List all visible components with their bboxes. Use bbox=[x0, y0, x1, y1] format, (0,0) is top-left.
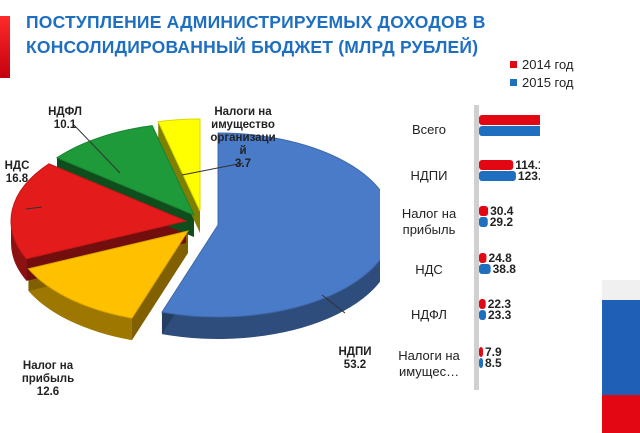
flag-decoration-red bbox=[602, 395, 640, 433]
title-accent-gradient bbox=[0, 16, 10, 78]
legend-label-2014: 2014 год bbox=[522, 57, 574, 72]
flag-decoration-blue bbox=[602, 300, 640, 395]
pie-label-imushchestvo: Налоги на имущество организаци й 3.7 bbox=[208, 106, 278, 171]
pie-label-line: прибыль bbox=[21, 373, 75, 385]
pie-slice-ndfl bbox=[55, 125, 196, 216]
bar-value-label: 8.5 bbox=[485, 356, 502, 370]
pie-label-line: 3.7 bbox=[235, 158, 251, 170]
pie-label-line: 53.2 bbox=[343, 359, 367, 371]
pie-label-line: организаци bbox=[210, 132, 276, 144]
bar-category-line: Налог на bbox=[401, 206, 457, 221]
pie-slice-ndpi bbox=[161, 132, 380, 318]
bar-value-label: 114.1 bbox=[515, 158, 540, 172]
bar-2014-1 bbox=[479, 160, 514, 170]
bar-category-label: НДС bbox=[384, 262, 474, 278]
bar-category-label: Налоги на имущес… bbox=[384, 348, 474, 380]
chart-title-line-1: ПОСТУПЛЕНИЕ АДМИНИСТРИРУЕМЫХ ДОХОДОВ В bbox=[26, 12, 486, 32]
pie-label-line: Налог на bbox=[22, 360, 74, 372]
chart-title-line-2: КОНСОЛИДИРОВАННЫЙ БЮДЖЕТ (МЛРД РУБЛЕЙ) bbox=[26, 37, 479, 57]
pie-label-pribyl: Налог на прибыль 12.6 bbox=[18, 360, 78, 399]
bar-value-label: 7.9 bbox=[485, 345, 502, 359]
pie-label-line: 12.6 bbox=[36, 386, 60, 398]
pie-label-line: Налоги на bbox=[214, 106, 272, 118]
pie-label-ndfl: НДФЛ 10.1 bbox=[42, 106, 88, 132]
pie-label-line: НДС bbox=[4, 160, 30, 172]
legend-swatch-2014 bbox=[510, 61, 517, 68]
bar-category-label: Налог на прибыль bbox=[384, 206, 474, 238]
pie-leader-line bbox=[181, 162, 244, 176]
bar-2015-2 bbox=[479, 217, 488, 227]
pie-wall-nalog-pribyl bbox=[28, 268, 132, 341]
bar-value-label: 22.3 bbox=[488, 297, 512, 311]
legend-item-2014: 2014 год bbox=[510, 57, 574, 72]
bar-category-label: НДФЛ bbox=[384, 307, 474, 323]
bar-value-label: 38.8 bbox=[493, 262, 517, 276]
bar-value-label: 30.4 bbox=[490, 204, 514, 218]
pie-slice-imushchestvo bbox=[157, 118, 201, 212]
legend-item-2015: 2015 год bbox=[510, 75, 574, 90]
pie-wall-nds bbox=[11, 221, 27, 281]
pie-label-ndpi: НДПИ 53.2 bbox=[330, 346, 380, 372]
bar-value-label: 24.8 bbox=[488, 251, 512, 265]
pie-label-line: НДПИ bbox=[338, 346, 372, 358]
bar-category-line: прибыль bbox=[402, 222, 456, 237]
bar-chart: 209.4114.130.424.822.37.9231.4123.129.23… bbox=[474, 105, 540, 390]
flag-decoration-white bbox=[602, 280, 640, 300]
bar-value-label: 29.2 bbox=[490, 215, 514, 229]
pie-label-line: 16.8 bbox=[5, 173, 29, 185]
pie-leader-line bbox=[321, 294, 346, 314]
bar-2015-3 bbox=[479, 264, 491, 274]
bar-2014-0 bbox=[479, 115, 540, 125]
bar-category-line: Налоги на bbox=[398, 348, 460, 363]
bar-axis bbox=[474, 105, 479, 390]
bar-category-label: НДПИ bbox=[384, 168, 474, 184]
pie-cut-nalog-pribyl-0 bbox=[131, 231, 188, 341]
bar-2014-3 bbox=[479, 253, 487, 263]
pie-label-line: НДФЛ bbox=[48, 106, 82, 118]
pie-leader-line bbox=[73, 124, 121, 174]
bar-category-line: НДПИ bbox=[410, 168, 448, 183]
pie-slice-nds bbox=[10, 163, 188, 260]
bar-value-label: 23.3 bbox=[488, 308, 512, 322]
legend-label-2015: 2015 год bbox=[522, 75, 574, 90]
bar-category-line: Всего bbox=[411, 122, 447, 137]
bar-category-line: НДС bbox=[415, 262, 443, 277]
bar-2015-5 bbox=[479, 358, 483, 368]
pie-label-line: 10.1 bbox=[53, 119, 77, 131]
bar-2014-4 bbox=[479, 299, 486, 309]
bar-2015-0 bbox=[479, 126, 540, 136]
pie-wall-ndpi bbox=[161, 259, 380, 339]
bar-value-label: 123.1 bbox=[518, 169, 540, 183]
legend-swatch-2015 bbox=[510, 79, 517, 86]
bar-category-label: Всего bbox=[384, 122, 474, 138]
bar-2015-4 bbox=[479, 310, 486, 320]
pie-label-line: имущество bbox=[211, 119, 275, 131]
pie-label-line: й bbox=[239, 145, 247, 157]
bar-2015-1 bbox=[479, 171, 516, 181]
pie-label-nds: НДС 16.8 bbox=[0, 160, 34, 186]
pie-slice-nalog-pribyl bbox=[27, 230, 190, 319]
bar-2014-5 bbox=[479, 347, 483, 357]
pie-leader-line bbox=[25, 206, 43, 210]
bar-category-line: НДФЛ bbox=[411, 307, 447, 322]
bar-2014-2 bbox=[479, 206, 489, 216]
bar-category-line: имущес… bbox=[398, 364, 460, 379]
pie-chart bbox=[10, 118, 380, 341]
